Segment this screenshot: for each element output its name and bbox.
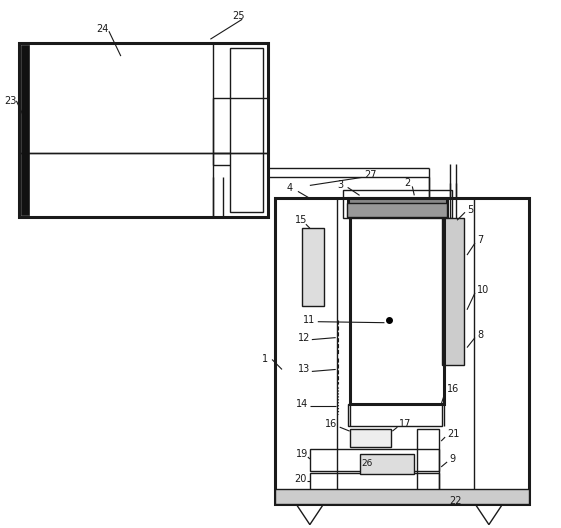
Text: 14: 14: [296, 399, 308, 409]
Text: 7: 7: [477, 235, 483, 245]
Text: 1: 1: [262, 354, 268, 364]
Bar: [417, 429, 439, 497]
Bar: [347, 203, 447, 217]
Text: 19: 19: [296, 449, 308, 459]
Bar: [350, 215, 444, 404]
Text: 4: 4: [287, 183, 293, 193]
Bar: [213, 98, 268, 153]
Text: 15: 15: [295, 215, 307, 225]
Bar: [360, 454, 414, 474]
Text: 2: 2: [404, 178, 411, 188]
Bar: [20, 153, 268, 217]
Bar: [348, 404, 442, 426]
Text: 12: 12: [298, 333, 310, 343]
Bar: [302, 228, 324, 306]
Bar: [230, 48, 263, 212]
Bar: [442, 218, 464, 365]
Bar: [275, 199, 528, 504]
Bar: [20, 43, 268, 217]
Text: 25: 25: [232, 11, 245, 21]
Bar: [21, 45, 29, 215]
Text: 20: 20: [294, 474, 306, 484]
Bar: [348, 199, 447, 216]
Text: 23: 23: [4, 96, 17, 106]
Bar: [310, 449, 439, 471]
Text: 16: 16: [447, 384, 459, 394]
Text: 9: 9: [449, 454, 455, 464]
Bar: [343, 191, 452, 218]
Text: 5: 5: [467, 205, 473, 215]
Text: 8: 8: [477, 329, 483, 340]
Text: 21: 21: [447, 429, 459, 439]
Text: 3: 3: [338, 181, 344, 191]
Text: 26: 26: [362, 459, 373, 468]
Text: 27: 27: [365, 171, 377, 181]
Text: 10: 10: [477, 285, 489, 295]
Text: 11: 11: [303, 315, 315, 325]
Bar: [310, 473, 439, 495]
Bar: [275, 489, 528, 504]
Text: 22: 22: [449, 496, 462, 506]
Bar: [350, 429, 392, 447]
Text: 16: 16: [325, 419, 337, 429]
Text: 13: 13: [298, 364, 310, 374]
Text: 17: 17: [399, 419, 412, 429]
Text: 24: 24: [96, 24, 108, 34]
